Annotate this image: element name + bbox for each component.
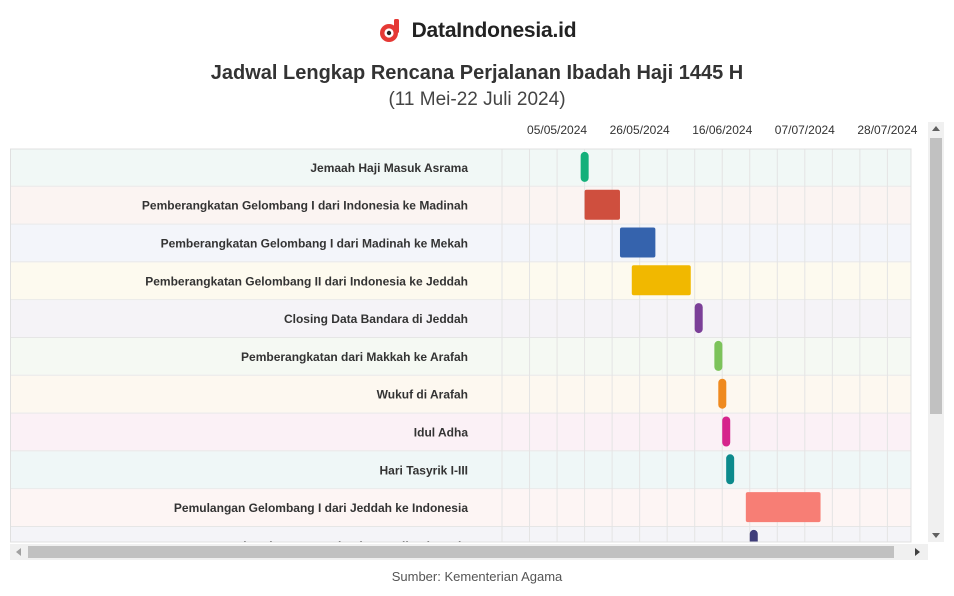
task-bar[interactable] [722, 416, 731, 447]
scroll-left-arrow-icon[interactable] [16, 548, 21, 556]
task-label: Hari Tasyrik I-III [380, 463, 468, 477]
task-bar[interactable] [726, 454, 735, 485]
task-label: Pemulangan Gelombang I dari Jeddah ke In… [174, 501, 468, 515]
row-band [10, 149, 911, 186]
task-bar[interactable] [718, 378, 727, 409]
task-bar[interactable] [619, 227, 656, 258]
task-label: Wukuf di Arafah [377, 388, 468, 402]
task-label: Closing Data Bandara di Jeddah [284, 312, 468, 326]
task-label: Jemaah Haji Masuk Asrama [310, 161, 468, 175]
chart-subtitle: (11 Mei-22 Juli 2024) [388, 89, 566, 110]
row-band [10, 224, 911, 262]
vertical-scrollbar-thumb[interactable] [930, 138, 942, 414]
scroll-up-arrow-icon[interactable] [932, 126, 940, 131]
x-tick-label: 05/05/2024 [527, 123, 587, 137]
x-tick-label: 28/07/2024 [857, 123, 917, 137]
brand-name: DataIndonesia.id [411, 19, 577, 42]
task-label: Pemberangkatan Gelombang I dari Indonesi… [142, 199, 468, 213]
x-tick-label: 26/05/2024 [610, 123, 670, 137]
row-band [10, 413, 911, 451]
task-bar[interactable] [694, 303, 703, 334]
brand-header: DataIndonesia.id [0, 18, 954, 44]
scroll-right-arrow-icon[interactable] [915, 548, 920, 556]
gantt-rows: Jemaah Haji Masuk Asrama Pemberangkatan G… [10, 149, 911, 560]
row-band [10, 451, 911, 489]
task-label: Awal Kedatangan Gelombang I di Indonesia [219, 539, 468, 553]
task-bar[interactable] [580, 151, 589, 182]
horizontal-scrollbar-thumb[interactable] [28, 546, 894, 558]
task-label: Pemberangkatan Gelombang II dari Indones… [145, 274, 468, 288]
task-bar[interactable] [714, 340, 723, 371]
task-label: Pemberangkatan Gelombang I dari Madinah … [161, 237, 468, 251]
row-band [10, 262, 911, 300]
dataindonesia-logo-icon [379, 19, 399, 42]
task-bar[interactable] [749, 529, 758, 560]
task-label: Pemberangkatan dari Makkah ke Arafah [241, 350, 468, 364]
task-bar[interactable] [584, 189, 620, 220]
x-tick-label: 16/06/2024 [692, 123, 752, 137]
chart-container: Jemaah Haji Masuk Asrama Pemberangkatan G… [10, 118, 944, 562]
scroll-down-arrow-icon[interactable] [932, 533, 940, 538]
x-tick-label: 07/07/2024 [775, 123, 835, 137]
row-band [10, 527, 911, 542]
task-bar[interactable] [745, 492, 821, 523]
row-band [10, 186, 911, 224]
task-label: Idul Adha [414, 426, 469, 440]
source-note: Sumber: Kementerian Agama [391, 569, 563, 584]
row-band [10, 375, 911, 413]
gantt-chart: Jemaah Haji Masuk Asrama Pemberangkatan G… [10, 122, 944, 560]
chart-title: Jadwal Lengkap Rencana Perjalanan Ibadah… [210, 62, 744, 84]
plot-border [10, 148, 912, 543]
task-bar[interactable] [631, 265, 691, 296]
row-band [10, 338, 911, 375]
row-band [10, 300, 911, 337]
